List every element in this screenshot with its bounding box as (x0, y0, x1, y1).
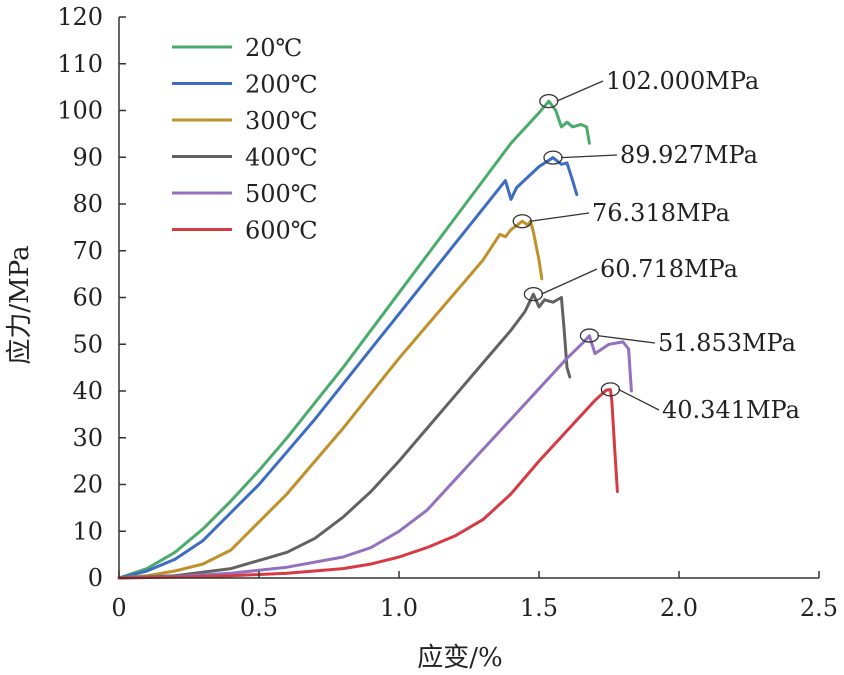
y-tick-label: 50 (72, 330, 103, 358)
y-axis-title: 应力/MPa (5, 245, 35, 364)
legend-label: 500℃ (245, 180, 318, 208)
legend-label: 600℃ (245, 217, 318, 245)
peak-leader-line (541, 268, 598, 295)
legend: 20℃ 200℃ 300℃ 400℃ 500℃ 600℃ (172, 34, 318, 245)
x-tick-label: 0 (111, 594, 126, 622)
x-tick-label: 1.5 (520, 594, 558, 622)
series-line-2 (117, 219, 544, 580)
y-tick-label: 110 (57, 50, 103, 78)
y-tick-label: 70 (72, 237, 103, 265)
series-line-3 (117, 292, 572, 580)
peak-leader-line (618, 388, 660, 411)
series-line-4 (117, 334, 633, 580)
legend-label: 20℃ (245, 34, 302, 62)
y-tick-label: 100 (57, 97, 103, 125)
y-tick-label: 80 (72, 190, 103, 218)
peak-leader-line (530, 212, 590, 222)
peak-label: 76.318MPa (592, 199, 730, 227)
y-tick-label: 40 (72, 377, 103, 405)
y-tick-label: 10 (72, 517, 103, 545)
x-tick-label: 2.0 (660, 594, 698, 622)
peak-label: 40.341MPa (662, 396, 800, 424)
x-tick-label: 2.5 (800, 594, 838, 622)
peak-leader-line (560, 154, 618, 159)
peak-label: 102.000MPa (606, 67, 759, 95)
x-axis-title: 应变/% (417, 643, 502, 673)
y-tick-label: 30 (72, 424, 103, 452)
peak-label: 89.927MPa (620, 141, 758, 169)
legend-label: 200℃ (245, 71, 318, 99)
x-tick-label: 1.0 (380, 594, 418, 622)
series-line-0 (117, 99, 591, 580)
series-line-1 (117, 156, 579, 580)
y-tick-label: 20 (72, 471, 103, 499)
legend-label: 300℃ (245, 107, 318, 135)
peak-label: 60.718MPa (600, 255, 738, 283)
y-tick-label: 120 (57, 3, 103, 31)
peak-label: 51.853MPa (658, 329, 796, 357)
y-tick-label: 0 (88, 564, 103, 592)
peak-leader-line (597, 334, 656, 344)
y-tick-label: 60 (72, 284, 103, 312)
axes: 0 10 20 30 40 50 60 70 80 90 100 110 120 0 0.5 1.0 1.5 2.… (57, 3, 838, 622)
plot-lines (117, 99, 633, 580)
x-tick-label: 0.5 (240, 594, 278, 622)
annotations: 102.000MPa 89.927MPa 76.318MPa 60.718MPa 51.… (512, 67, 800, 424)
series-line-5 (117, 388, 619, 580)
legend-label: 400℃ (245, 144, 318, 172)
y-tick-label: 90 (72, 143, 103, 171)
peak-leader-line (556, 80, 604, 102)
